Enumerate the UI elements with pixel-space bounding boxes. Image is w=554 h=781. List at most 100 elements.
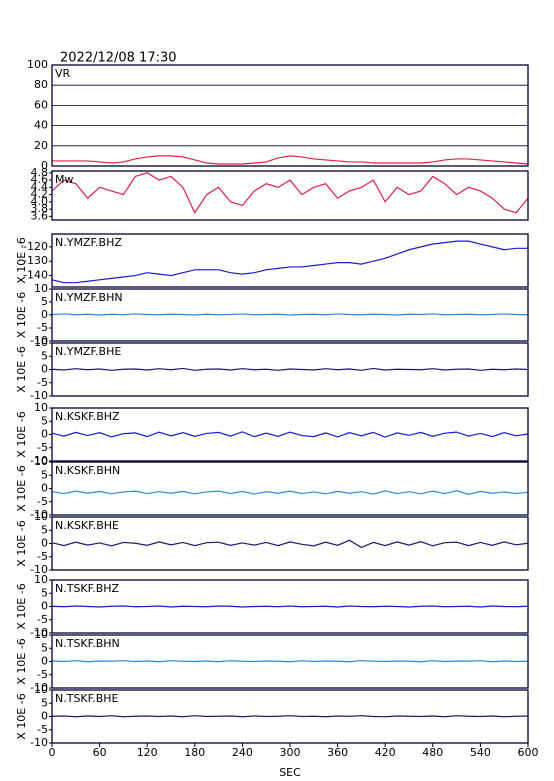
y-tick-label: 20 bbox=[34, 139, 48, 152]
x-tick-label: 420 bbox=[375, 746, 396, 759]
step-line bbox=[51, 172, 529, 214]
y-axis-label: X 10E -6 bbox=[15, 237, 28, 283]
y-tick-label: 0 bbox=[41, 428, 48, 441]
y-tick-label: 0 bbox=[41, 710, 48, 723]
waveform-line bbox=[51, 431, 529, 438]
y-tick-label: 4.4 bbox=[31, 180, 49, 193]
y-tick-label: -5 bbox=[37, 495, 48, 508]
y-tick-label: -5 bbox=[37, 321, 48, 334]
series-label: N.YMZF.BHZ bbox=[55, 236, 122, 249]
y-tick-label: 0 bbox=[41, 482, 48, 495]
series-label: N.KSKF.BHZ bbox=[55, 410, 120, 423]
y-tick-label: 5 bbox=[41, 696, 48, 709]
panel-frame bbox=[51, 634, 529, 689]
y-axis-label: X 10E -6 bbox=[15, 693, 28, 739]
panel-frame bbox=[51, 461, 529, 516]
panel-background bbox=[52, 171, 528, 220]
waveform-line bbox=[51, 715, 529, 718]
waveform-line bbox=[51, 489, 529, 495]
panel-frame bbox=[51, 170, 529, 221]
panel-frame bbox=[51, 342, 529, 397]
panel-frame bbox=[51, 579, 529, 634]
x-tick-label: 540 bbox=[470, 746, 491, 759]
y-tick-label: -140 bbox=[23, 269, 48, 282]
y-tick-label: -10 bbox=[30, 736, 48, 749]
y-tick-label: 60 bbox=[34, 98, 48, 111]
y-tick-label: -130 bbox=[23, 254, 48, 267]
series-label: N.TSKF.BHN bbox=[55, 637, 120, 650]
y-tick-label: -10 bbox=[30, 454, 48, 467]
y-tick-label: -10 bbox=[30, 626, 48, 639]
series-label: N.KSKF.BHN bbox=[55, 464, 120, 477]
y-axis-label: X 10E -6 bbox=[15, 583, 28, 629]
y-tick-label: 5 bbox=[41, 641, 48, 654]
y-axis-label: X 10E -6 bbox=[15, 638, 28, 684]
y-tick-label: 40 bbox=[34, 119, 48, 132]
x-tick-label: 240 bbox=[232, 746, 253, 759]
panel-background bbox=[52, 462, 528, 515]
y-tick-label: -10 bbox=[30, 389, 48, 402]
panel-background bbox=[52, 517, 528, 570]
y-tick-label: -5 bbox=[37, 441, 48, 454]
y-tick-label: -10 bbox=[30, 563, 48, 576]
y-tick-label: 5 bbox=[41, 468, 48, 481]
waveform-line bbox=[51, 605, 529, 608]
y-tick-label: -10 bbox=[30, 334, 48, 347]
y-tick-label: 0 bbox=[41, 600, 48, 613]
x-tick-label: 120 bbox=[137, 746, 158, 759]
y-tick-label: 3.8 bbox=[31, 202, 49, 215]
y-tick-label: -5 bbox=[37, 613, 48, 626]
y-tick-label: 0 bbox=[41, 159, 48, 172]
x-tick-label: 60 bbox=[93, 746, 107, 759]
panel-background bbox=[52, 65, 528, 166]
panel-frame bbox=[51, 288, 529, 342]
y-tick-label: 10 bbox=[34, 401, 48, 414]
y-axis-label: X 10E -6 bbox=[15, 292, 28, 338]
y-axis-label: X 10E -6 bbox=[15, 346, 28, 392]
y-tick-label: 4.0 bbox=[31, 195, 49, 208]
y-tick-label: 10 bbox=[34, 336, 48, 349]
y-tick-label: -120 bbox=[23, 240, 48, 253]
waveform-line bbox=[51, 367, 529, 371]
y-tick-label: 10 bbox=[34, 455, 48, 468]
y-tick-label: -5 bbox=[37, 723, 48, 736]
x-tick-label: 180 bbox=[184, 746, 205, 759]
waveform-line bbox=[51, 660, 529, 663]
series-label: N.YMZF.BHE bbox=[55, 345, 121, 358]
panel-frame bbox=[51, 516, 529, 571]
y-tick-label: -10 bbox=[30, 508, 48, 521]
waveform-line bbox=[52, 155, 529, 165]
series-label: N.TSKF.BHZ bbox=[55, 582, 120, 595]
panel-frame bbox=[51, 407, 529, 462]
y-tick-label: 10 bbox=[34, 510, 48, 523]
series-label: VR bbox=[55, 67, 71, 80]
y-tick-label: -5 bbox=[37, 668, 48, 681]
y-tick-label: 5 bbox=[41, 523, 48, 536]
y-tick-label: 3.6 bbox=[31, 209, 49, 222]
y-tick-label: 5 bbox=[41, 349, 48, 362]
y-tick-label: -10 bbox=[30, 681, 48, 694]
y-tick-label: 10 bbox=[34, 573, 48, 586]
y-tick-label: 5 bbox=[41, 414, 48, 427]
panel-background bbox=[52, 408, 528, 461]
y-axis-label: X 10E -6 bbox=[15, 520, 28, 566]
y-tick-label: 4.6 bbox=[31, 173, 49, 186]
waveform-line bbox=[51, 240, 528, 284]
y-tick-label: 0 bbox=[41, 363, 48, 376]
series-label: N.YMZF.BHN bbox=[55, 291, 123, 304]
panel-frame bbox=[51, 64, 529, 167]
series-label: Mw bbox=[55, 173, 74, 186]
panel-background bbox=[52, 234, 528, 287]
y-tick-label: 4.8 bbox=[31, 166, 49, 179]
y-tick-label: 5 bbox=[41, 295, 48, 308]
x-tick-label: 0 bbox=[49, 746, 56, 759]
y-tick-label: 5 bbox=[41, 586, 48, 599]
y-tick-label: 4.2 bbox=[31, 188, 49, 201]
y-tick-label: 0 bbox=[41, 308, 48, 321]
y-tick-label: 0 bbox=[41, 537, 48, 550]
x-tick-label: 360 bbox=[327, 746, 348, 759]
x-tick-label: 480 bbox=[422, 746, 443, 759]
waveform-line bbox=[51, 539, 529, 549]
panel-frame bbox=[51, 233, 529, 288]
